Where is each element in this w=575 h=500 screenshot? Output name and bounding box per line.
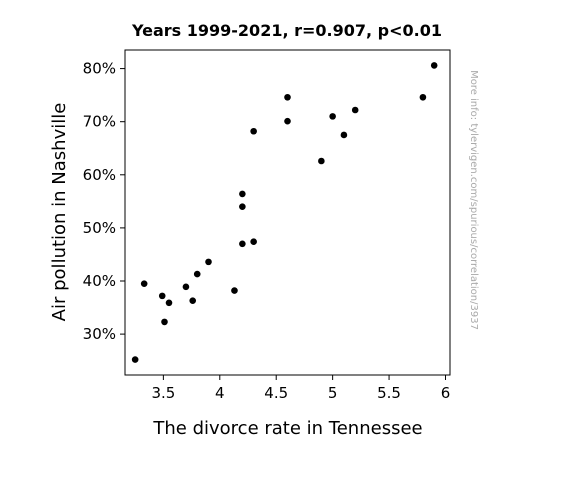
data-point [161,318,168,326]
data-point [250,238,257,246]
data-point [205,258,212,266]
data-point [189,297,197,304]
data-point [340,131,348,139]
y-tick-label: 60% [83,166,116,184]
y-tick-label: 30% [83,325,116,343]
data-point [284,93,291,101]
data-point [318,157,325,165]
data-point [250,127,257,135]
data-point [284,117,291,125]
data-point [239,203,246,210]
y-tick-label: 80% [83,60,116,78]
data-points [131,62,438,363]
x-tick-label: 4 [215,384,225,402]
plot-frame [124,49,451,376]
data-point [165,299,173,307]
data-point [182,283,190,291]
data-point [158,292,166,300]
y-tick-label: 70% [83,113,116,131]
data-point [329,113,336,120]
data-point [140,280,148,287]
y-axis: 30% 40% 50% 60% 70% 80% [83,60,125,343]
data-point [430,62,438,69]
y-tick-label: 50% [83,219,116,237]
x-tick-label: 4.5 [264,384,288,402]
x-tick-label: 5 [328,384,338,402]
y-axis-label: Air pollution in Nashville [49,103,70,322]
x-tick-label: 6 [441,384,451,402]
y-tick-label: 40% [83,272,116,290]
data-point [351,106,359,114]
x-tick-label: 3.5 [151,384,175,402]
data-point [193,270,201,278]
data-point [131,356,139,363]
x-axis: 3.5 4 4.5 5 5.5 6 [151,375,450,402]
data-point [231,287,238,294]
plot-area [124,49,451,376]
source-credit: More info: tylervigen.com/spurious/corre… [468,70,479,330]
data-point [239,190,246,198]
chart-title: Years 1999-2021, r=0.907, p<0.01 [131,21,442,40]
data-point [239,240,246,248]
x-tick-label: 5.5 [377,384,401,402]
x-axis-label: The divorce rate in Tennessee [152,418,422,439]
data-point [419,93,427,101]
